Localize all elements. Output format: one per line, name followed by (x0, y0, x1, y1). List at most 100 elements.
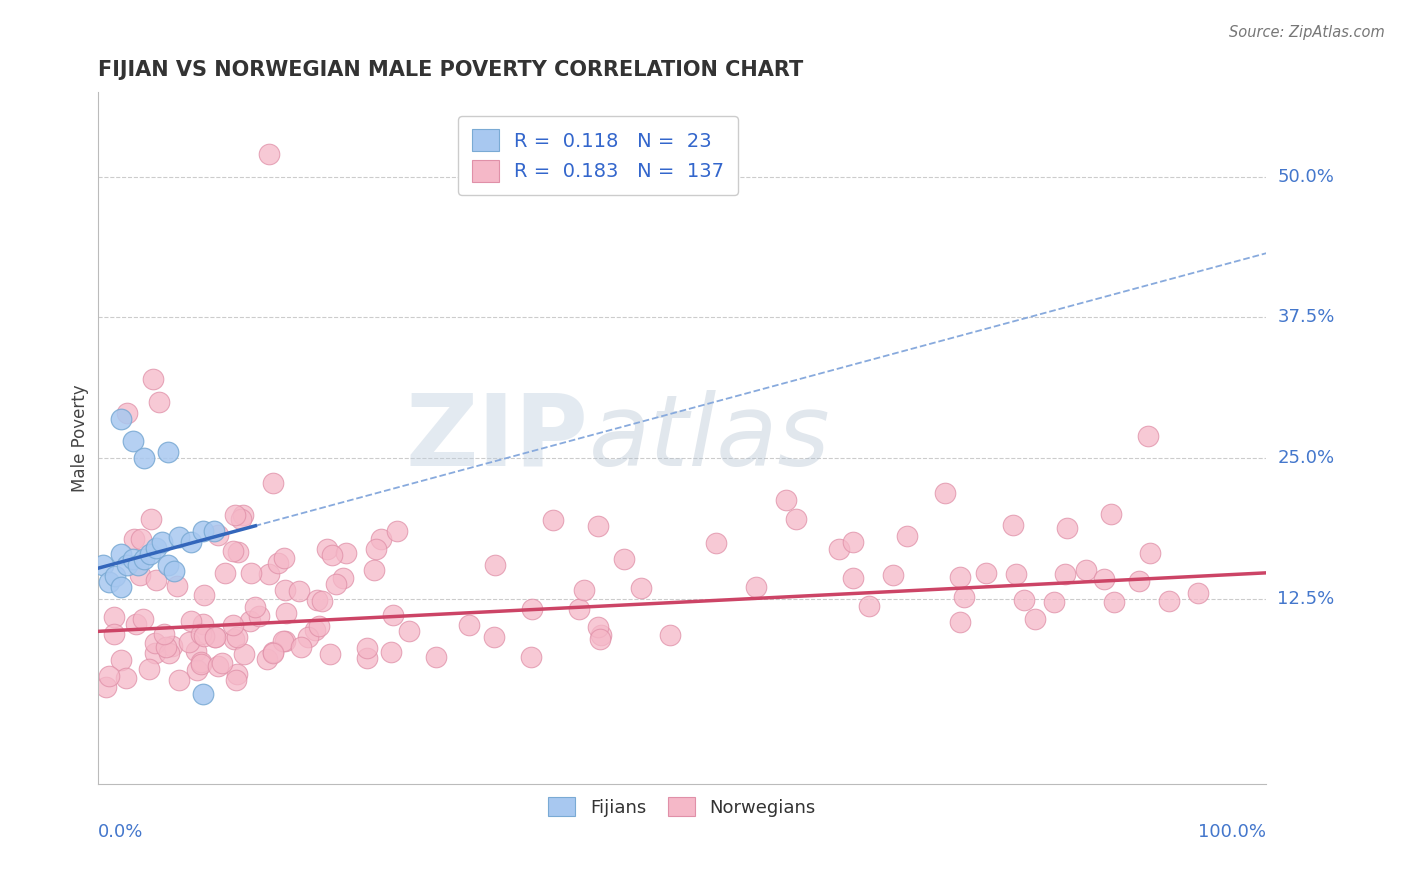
Point (267, 556, 290, 570)
Point (1139, 546, 1161, 560)
Point (484, 630, 506, 644)
Point (243, 600, 266, 615)
Point (110, 653, 132, 667)
Point (162, 564, 184, 578)
Point (1187, 585, 1209, 599)
Point (204, 630, 226, 644)
Point (204, 524, 226, 539)
Text: atlas: atlas (589, 390, 830, 487)
Point (858, 599, 880, 614)
Point (321, 548, 343, 562)
Point (273, 582, 295, 597)
Point (305, 592, 328, 607)
Point (98, 669, 121, 683)
Point (381, 607, 404, 622)
Point (1099, 507, 1122, 521)
Point (193, 629, 215, 643)
Point (356, 651, 378, 665)
Point (93, 558, 115, 572)
Point (156, 445, 179, 459)
Text: 37.5%: 37.5% (1278, 309, 1334, 326)
Point (1074, 563, 1097, 577)
Point (257, 566, 280, 581)
Point (240, 566, 263, 580)
Point (1012, 592, 1035, 607)
Point (193, 617, 215, 632)
Point (458, 618, 481, 632)
Point (385, 524, 408, 538)
Point (658, 628, 681, 642)
Point (232, 647, 254, 661)
Point (98, 574, 121, 589)
Point (239, 614, 262, 628)
Point (311, 594, 333, 608)
Point (127, 558, 149, 572)
Y-axis label: Male Poverty: Male Poverty (72, 384, 89, 492)
Point (115, 671, 138, 685)
Point (882, 568, 904, 582)
Point (484, 558, 506, 573)
Point (122, 532, 145, 546)
Point (288, 584, 311, 599)
Point (304, 623, 326, 637)
Point (775, 492, 797, 507)
Point (153, 627, 176, 641)
Point (190, 626, 212, 640)
Point (363, 563, 385, 577)
Point (319, 648, 342, 662)
Point (308, 619, 330, 633)
Point (211, 656, 233, 670)
Point (134, 451, 156, 466)
Point (141, 372, 163, 386)
Point (630, 581, 652, 595)
Point (103, 627, 125, 641)
Point (226, 667, 249, 681)
Point (568, 602, 591, 616)
Point (335, 546, 357, 560)
Point (104, 569, 127, 583)
Point (262, 646, 284, 660)
Point (221, 543, 243, 558)
Text: FIJIAN VS NORWEGIAN MALE POVERTY CORRELATION CHART: FIJIAN VS NORWEGIAN MALE POVERTY CORRELA… (97, 60, 803, 79)
Point (274, 633, 297, 648)
Point (572, 582, 595, 597)
Point (586, 519, 609, 533)
Point (232, 508, 254, 522)
Point (110, 581, 132, 595)
Point (1102, 595, 1125, 609)
Point (1159, 594, 1181, 608)
Point (591, 628, 613, 642)
Point (124, 616, 146, 631)
Text: 25.0%: 25.0% (1278, 449, 1334, 467)
Point (166, 579, 188, 593)
Point (380, 645, 402, 659)
Text: 0.0%: 0.0% (97, 823, 143, 841)
Point (184, 644, 207, 658)
Point (273, 634, 295, 648)
Text: 100.0%: 100.0% (1198, 823, 1267, 841)
Point (257, 147, 280, 161)
Point (110, 411, 132, 425)
Point (145, 636, 167, 650)
Point (103, 610, 125, 624)
Point (398, 624, 420, 639)
Point (522, 601, 544, 615)
Point (222, 632, 245, 647)
Point (221, 618, 243, 632)
Point (191, 687, 214, 701)
Point (934, 486, 956, 500)
Point (229, 511, 252, 525)
Point (94, 680, 117, 694)
Point (366, 541, 388, 556)
Point (1001, 517, 1024, 532)
Point (613, 552, 636, 566)
Point (190, 655, 212, 669)
Point (842, 535, 865, 549)
Point (225, 673, 247, 687)
Point (141, 512, 163, 526)
Point (121, 552, 143, 566)
Point (179, 634, 201, 648)
Point (332, 571, 354, 585)
Point (207, 659, 229, 673)
Point (169, 530, 191, 544)
